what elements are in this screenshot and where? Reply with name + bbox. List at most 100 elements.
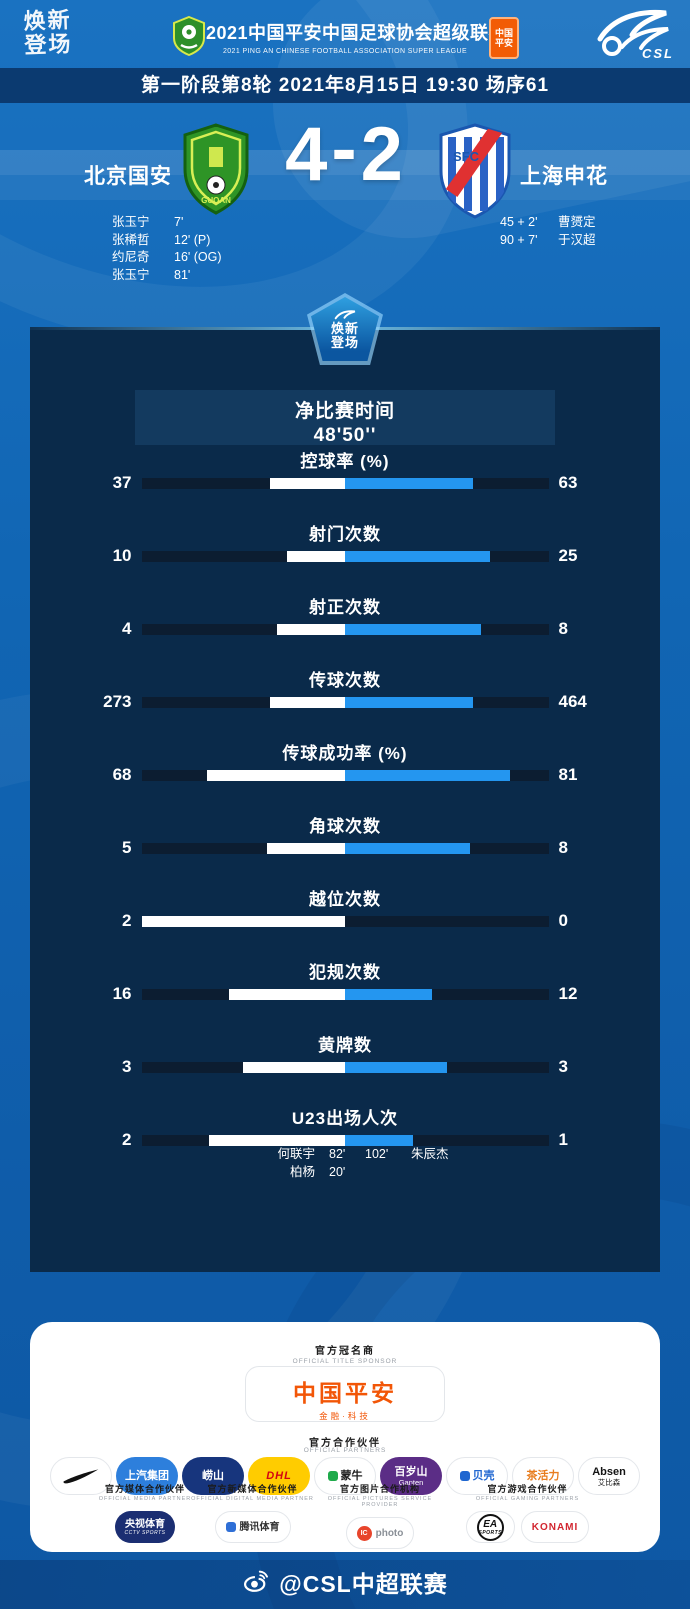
player-name: 张玉宁 <box>112 215 150 229</box>
sponsors-card: 官方冠名商 OFFICIAL TITLE SPONSOR 中国平安 金融·科技 … <box>30 1322 660 1552</box>
away-bar-fill <box>345 696 474 708</box>
player-name: 柏杨 <box>289 1165 315 1179</box>
home-value: 4 <box>122 619 132 638</box>
stat-bar: 37 63 <box>30 473 660 492</box>
beike-logo: 贝壳 <box>446 1457 508 1495</box>
watermark-line: 登场 <box>23 31 73 58</box>
title-sponsor-heading-en: OFFICIAL TITLE SPONSOR <box>292 1358 398 1365</box>
media-partner-column: 官方游戏合作伙伴 OFFICIAL GAMING PARTNERS EA SPORTS… <box>445 1482 610 1543</box>
away-value: 12 <box>558 984 578 1003</box>
league-title: 2021中国平安中国足球协会超级联赛 <box>206 23 508 43</box>
stat-bar-track <box>141 696 549 708</box>
stat-bar-track <box>141 842 549 854</box>
saic-logo: 上汽集团 <box>116 1457 178 1495</box>
media-column-logos: IC photo <box>315 1517 445 1549</box>
scorer-row: 90 + 7' 于汉超 <box>500 232 620 250</box>
stat-row: U23出场人次 2 1 <box>30 1110 660 1183</box>
stat-bar-track <box>141 623 549 635</box>
absen-subtext: 艾比森 <box>597 1477 621 1487</box>
media-column-heading: 官方图片合作机构 <box>339 1484 420 1494</box>
stat-bar-track <box>141 769 549 781</box>
away-bar-fill <box>345 477 474 489</box>
home-badge-text: GUOAN <box>201 196 231 205</box>
stat-bar: 10 25 <box>30 546 660 565</box>
home-score: 4 <box>285 112 330 197</box>
league-crest-icon <box>173 16 205 56</box>
beike-icon <box>459 1471 470 1481</box>
partners-heading: 官方合作伙伴 <box>309 1438 381 1449</box>
badge-line: 焕新 <box>330 320 359 336</box>
ic-photo-wordmark: photo <box>375 1527 404 1539</box>
stat-label: 黄牌数 <box>318 1036 372 1055</box>
sub-minute: 82' <box>329 1147 346 1161</box>
partners-heading-en: OFFICIAL PARTNERS <box>303 1447 387 1454</box>
net-play-time: 净比赛时间 48'50'' <box>135 390 555 446</box>
stat-label: 犯规次数 <box>309 963 381 982</box>
pingan-tagline: 金融·科技 <box>319 1411 371 1421</box>
stats-panel: 焕新 登场 净比赛时间 48'50'' 控球率 (%) 37 63 射门次数 10 25 射… <box>30 293 660 1272</box>
watermark-line: 焕新 <box>23 7 73 34</box>
konami-logo: KONAMI <box>520 1511 590 1543</box>
stat-bar-track <box>141 988 549 1000</box>
footer-band <box>0 1560 690 1609</box>
match-info-bar: 第一阶段第8轮 2021年8月15日 19:30 场序61 <box>0 68 690 103</box>
stat-row: 角球次数 5 8 <box>30 818 660 891</box>
mengniu-wordmark: 蒙牛 <box>340 1470 363 1482</box>
scorer-row: 张玉宁 81' <box>112 267 222 285</box>
away-scorers-list: 45 + 2' 曹赟定 90 + 7' 于汉超 <box>500 214 620 249</box>
stat-row: 黄牌数 3 3 <box>30 1037 660 1110</box>
home-value: 37 <box>112 473 132 492</box>
scoreboard: 北京国安 GUOAN 4 - 2 SFC 上海申 <box>0 103 690 318</box>
csl-wordmark: CSL <box>642 46 674 61</box>
away-score: 2 <box>360 112 405 197</box>
csl-logo: CSL <box>592 5 678 63</box>
home-bar-fill <box>277 623 345 635</box>
u23-sub-row: 102' 朱辰杰 <box>365 1145 495 1163</box>
home-bar-fill <box>228 988 345 1000</box>
pingan-badge: 中国平安 <box>489 17 519 59</box>
media-column-heading: 官方游戏合作伙伴 <box>487 1484 568 1494</box>
campaign-watermark: 焕新 登场 <box>23 7 73 58</box>
away-value: 8 <box>558 619 568 638</box>
away-team-name: 上海申花 <box>520 165 608 188</box>
home-value: 273 <box>103 692 132 711</box>
away-value: 3 <box>558 1057 568 1076</box>
home-value: 16 <box>112 984 132 1003</box>
home-team-badge: GUOAN <box>183 123 249 215</box>
goal-minute: 12' (P) <box>174 232 211 247</box>
scorer-row: 张稀哲 12' (P) <box>112 232 222 250</box>
media-column-heading-en: OFFICIAL DIGITAL MEDIA PARTNER <box>191 1496 314 1502</box>
stat-bar-track <box>141 915 549 927</box>
stat-bar: 68 81 <box>30 765 660 784</box>
nike-swoosh-icon <box>63 1469 99 1484</box>
pingan-wordmark: 中国平安 <box>293 1380 397 1406</box>
u23-home-list: 何联宇 82' 柏杨 20' <box>225 1145 355 1181</box>
media-column-heading: 官方媒体合作伙伴 <box>104 1484 185 1494</box>
home-team-name: 北京国安 <box>84 165 172 188</box>
away-bar-fill <box>345 988 433 1000</box>
pingan-logo: 中国平安 金融·科技 <box>245 1366 445 1422</box>
absen-logo: Absen 艾比森 <box>578 1457 640 1495</box>
away-value: 81 <box>558 765 578 784</box>
away-bar-fill <box>345 623 481 635</box>
saic-wordmark: 上汽集团 <box>125 1470 169 1482</box>
cctv-sports-subtext: CCTV SPORTS <box>124 1529 166 1536</box>
tencent-sports-logo: 腾讯体育 <box>214 1511 291 1543</box>
stripe <box>0 150 690 175</box>
mengniu-icon <box>327 1471 338 1481</box>
ea-sports-logo: EA SPORTS <box>465 1511 515 1543</box>
home-bar-fill <box>243 1061 345 1073</box>
beike-wordmark: 贝壳 <box>472 1470 495 1482</box>
player-name: 张稀哲 <box>112 232 150 247</box>
stat-label: 传球次数 <box>309 671 381 690</box>
u23-away-list: 102' 朱辰杰 <box>365 1145 495 1163</box>
media-column-heading-en: OFFICIAL PICTURES SERVICE PROVIDER <box>327 1496 433 1508</box>
home-bar-fill <box>286 550 345 562</box>
goal-minute: 7' <box>174 215 184 229</box>
ic-photo-icon: IC <box>356 1525 372 1541</box>
stat-bar-track <box>141 550 549 562</box>
stat-row: 犯规次数 16 12 <box>30 964 660 1037</box>
stat-label: 控球率 (%) <box>300 452 390 471</box>
